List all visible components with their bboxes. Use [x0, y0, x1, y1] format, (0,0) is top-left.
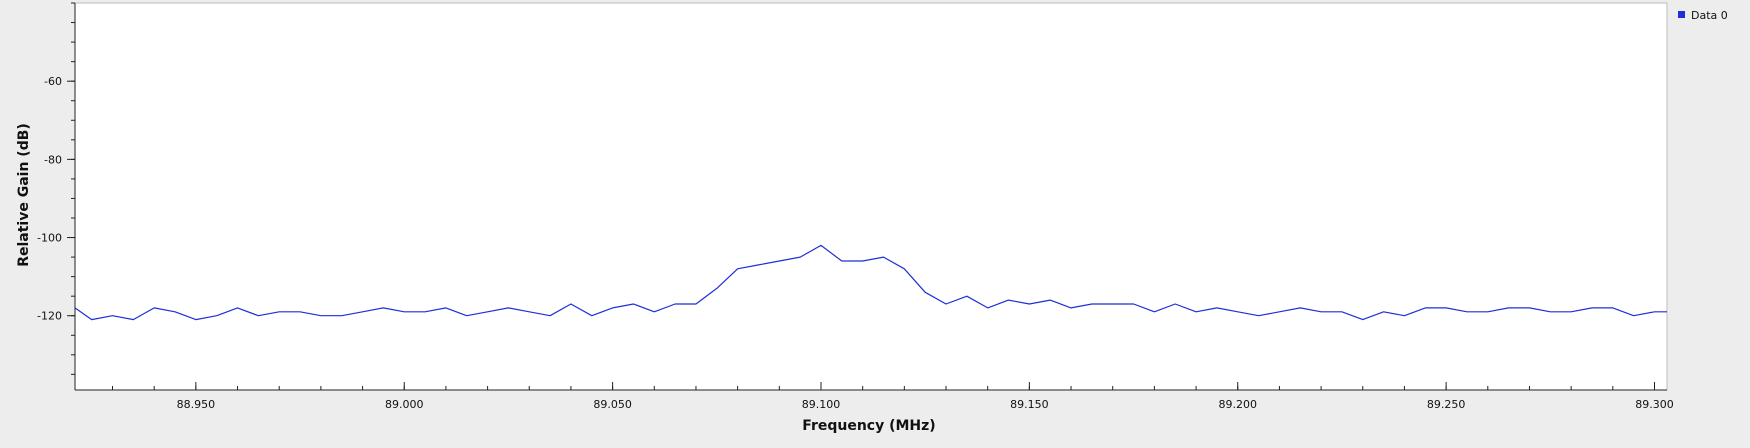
series-layer [74, 244, 1667, 321]
y-axis-title: Relative Gain (dB) [16, 123, 32, 267]
x-tick-label: 89.050 [593, 398, 632, 411]
legend-label-data-0: Data 0 [1691, 9, 1728, 22]
y-tick-label: -60 [44, 75, 62, 88]
x-tick-label: 89.000 [385, 398, 424, 411]
legend-swatch-data-0 [1678, 11, 1685, 18]
series-line-data-0 [74, 244, 1667, 321]
legend: Data 0 [1678, 9, 1728, 22]
x-axis-ticks: 88.950 89.000 89.050 89.100 89.150 89.200 89.2… [112, 382, 1674, 411]
x-axis-title: Frequency (MHz) [802, 418, 935, 434]
y-axis-ticks: -60 -80 -100 -120 [37, 2, 75, 375]
x-tick-label: 89.200 [1218, 398, 1257, 411]
y-tick-label: -80 [44, 153, 62, 166]
x-tick-label: 89.100 [802, 398, 841, 411]
x-tick-label: 88.950 [177, 398, 216, 411]
y-tick-label: -120 [37, 310, 62, 323]
x-tick-label: 89.150 [1010, 398, 1049, 411]
y-tick-label: -100 [37, 232, 62, 245]
x-tick-label: 89.300 [1635, 398, 1674, 411]
x-tick-label: 89.250 [1427, 398, 1466, 411]
plot-area [74, 2, 1668, 391]
